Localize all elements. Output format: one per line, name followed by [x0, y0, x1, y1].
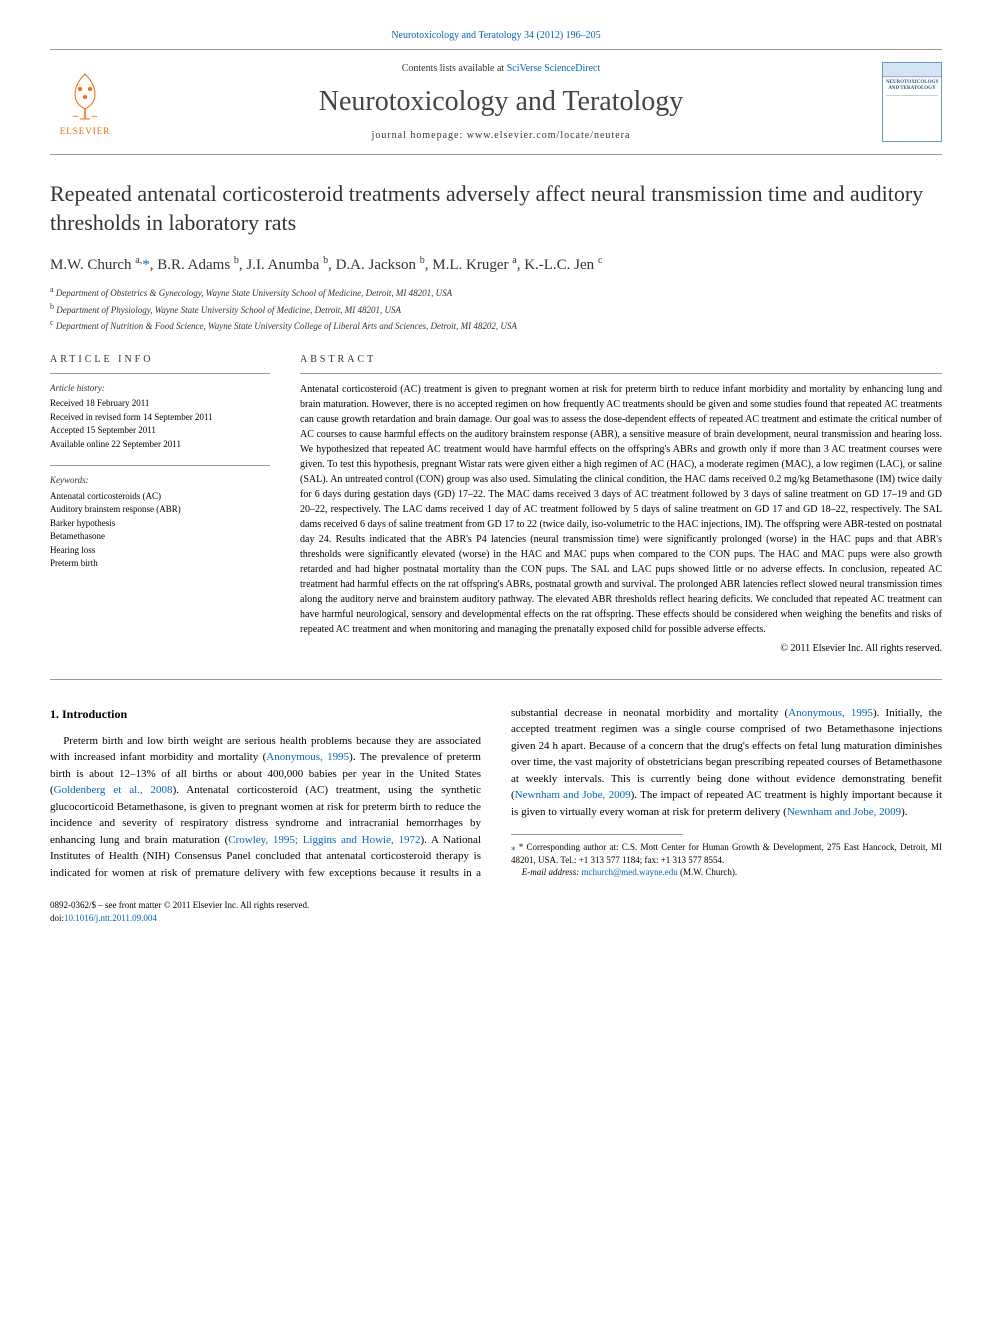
elsevier-logo: ELSEVIER — [50, 62, 120, 142]
homepage-url[interactable]: www.elsevier.com/locate/neutera — [467, 130, 631, 141]
citation-link[interactable]: Goldenberg et al., 2008 — [54, 784, 173, 796]
article-info-column: ARTICLE INFO Article history: Received 1… — [50, 354, 270, 654]
history-line: Available online 22 September 2011 — [50, 438, 270, 452]
corr-star-icon: ⁎ — [511, 842, 519, 852]
journal-cover-thumbnail: NEUROTOXICOLOGY AND TERATOLOGY — [882, 62, 942, 142]
keyword-line: Preterm birth — [50, 557, 270, 571]
journal-header: ELSEVIER Contents lists available at Sci… — [50, 49, 942, 155]
text-run: (M.W. Church). — [678, 867, 737, 877]
keyword-line: Betamethasone — [50, 530, 270, 544]
introduction-section: 1. Introduction Preterm birth and low bi… — [50, 705, 942, 882]
history-label: Article history: — [50, 382, 270, 396]
doi-prefix: doi: — [50, 913, 64, 923]
citation-link[interactable]: Newnham and Jobe, 2009 — [515, 789, 631, 801]
footnote-divider — [511, 834, 683, 835]
homepage-line: journal homepage: www.elsevier.com/locat… — [120, 130, 882, 141]
bottom-metadata: 0892-0362/$ – see front matter © 2011 El… — [50, 899, 942, 924]
corresponding-author-note: ⁎ * Corresponding author at: C.S. Mott C… — [511, 841, 942, 866]
history-line: Received 18 February 2011 — [50, 397, 270, 411]
homepage-prefix: journal homepage: — [372, 130, 467, 141]
citation-link[interactable]: Anonymous, 1995 — [266, 751, 349, 763]
abstract-header: ABSTRACT — [300, 354, 942, 365]
text-run: ). — [901, 806, 907, 818]
affiliations: a Department of Obstetrics & Gynecology,… — [50, 284, 942, 334]
history-line: Accepted 15 September 2011 — [50, 424, 270, 438]
affiliation-line: c Department of Nutrition & Food Science… — [50, 317, 942, 334]
affiliation-line: a Department of Obstetrics & Gynecology,… — [50, 284, 942, 301]
contents-prefix: Contents lists available at — [402, 63, 507, 74]
keyword-line: Auditory brainstem response (ABR) — [50, 503, 270, 517]
journal-name: Neurotoxicology and Teratology — [120, 86, 882, 118]
article-title: Repeated antenatal corticosteroid treatm… — [50, 180, 942, 237]
top-citation[interactable]: Neurotoxicology and Teratology 34 (2012)… — [50, 30, 942, 41]
sciencedirect-link[interactable]: SciVerse ScienceDirect — [507, 63, 601, 74]
email-link[interactable]: mchurch@med.wayne.edu — [581, 867, 677, 877]
text-run: * Corresponding author at: C.S. Mott Cen… — [511, 842, 942, 865]
author-list: M.W. Church a,*, B.R. Adams b, J.I. Anum… — [50, 255, 942, 274]
history-line: Received in revised form 14 September 20… — [50, 411, 270, 425]
keyword-line: Antenatal corticosteroids (AC) — [50, 490, 270, 504]
abstract-text: Antenatal corticosteroid (AC) treatment … — [300, 373, 942, 637]
email-line: E-mail address: mchurch@med.wayne.edu (M… — [511, 866, 942, 879]
section-divider — [50, 679, 942, 680]
intro-heading: 1. Introduction — [50, 705, 481, 723]
two-column-body: 1. Introduction Preterm birth and low bi… — [50, 705, 942, 882]
affiliation-line: b Department of Physiology, Wayne State … — [50, 301, 942, 318]
elsevier-tree-icon — [60, 69, 110, 124]
email-label: E-mail address: — [522, 867, 582, 877]
keyword-line: Hearing loss — [50, 544, 270, 558]
publisher-name: ELSEVIER — [60, 126, 111, 136]
footnotes: ⁎ * Corresponding author at: C.S. Mott C… — [511, 841, 942, 879]
citation-link[interactable]: Newnham and Jobe, 2009 — [787, 806, 901, 818]
issn-line: 0892-0362/$ – see front matter © 2011 El… — [50, 899, 942, 912]
cover-title: NEUROTOXICOLOGY AND TERATOLOGY — [886, 80, 938, 91]
abstract-copyright: © 2011 Elsevier Inc. All rights reserved… — [300, 643, 942, 654]
citation-link[interactable]: Anonymous, 1995 — [788, 707, 873, 719]
contents-line: Contents lists available at SciVerse Sci… — [120, 63, 882, 74]
article-info-header: ARTICLE INFO — [50, 354, 270, 365]
keywords-block: Keywords: Antenatal corticosteroids (AC)… — [50, 465, 270, 571]
keyword-line: Barker hypothesis — [50, 517, 270, 531]
citation-link[interactable]: Crowley, 1995; Liggins and Howie, 1972 — [228, 834, 420, 846]
text-run: ). Initially, the accepted treatment reg… — [511, 707, 942, 802]
article-history-block: Article history: Received 18 February 20… — [50, 373, 270, 452]
keywords-label: Keywords: — [50, 474, 270, 488]
header-center: Contents lists available at SciVerse Sci… — [120, 63, 882, 141]
doi-link[interactable]: 10.1016/j.ntt.2011.09.004 — [64, 913, 157, 923]
abstract-column: ABSTRACT Antenatal corticosteroid (AC) t… — [300, 354, 942, 654]
doi-line: doi:10.1016/j.ntt.2011.09.004 — [50, 912, 942, 925]
